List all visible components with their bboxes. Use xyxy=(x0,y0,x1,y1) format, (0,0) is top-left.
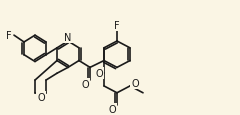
Text: N: N xyxy=(64,33,72,43)
Text: F: F xyxy=(6,31,12,41)
Text: F: F xyxy=(114,21,120,31)
Text: O: O xyxy=(131,78,139,88)
Text: O: O xyxy=(108,104,116,114)
Text: O: O xyxy=(95,69,103,79)
Text: O: O xyxy=(37,92,45,102)
Text: O: O xyxy=(81,79,89,89)
